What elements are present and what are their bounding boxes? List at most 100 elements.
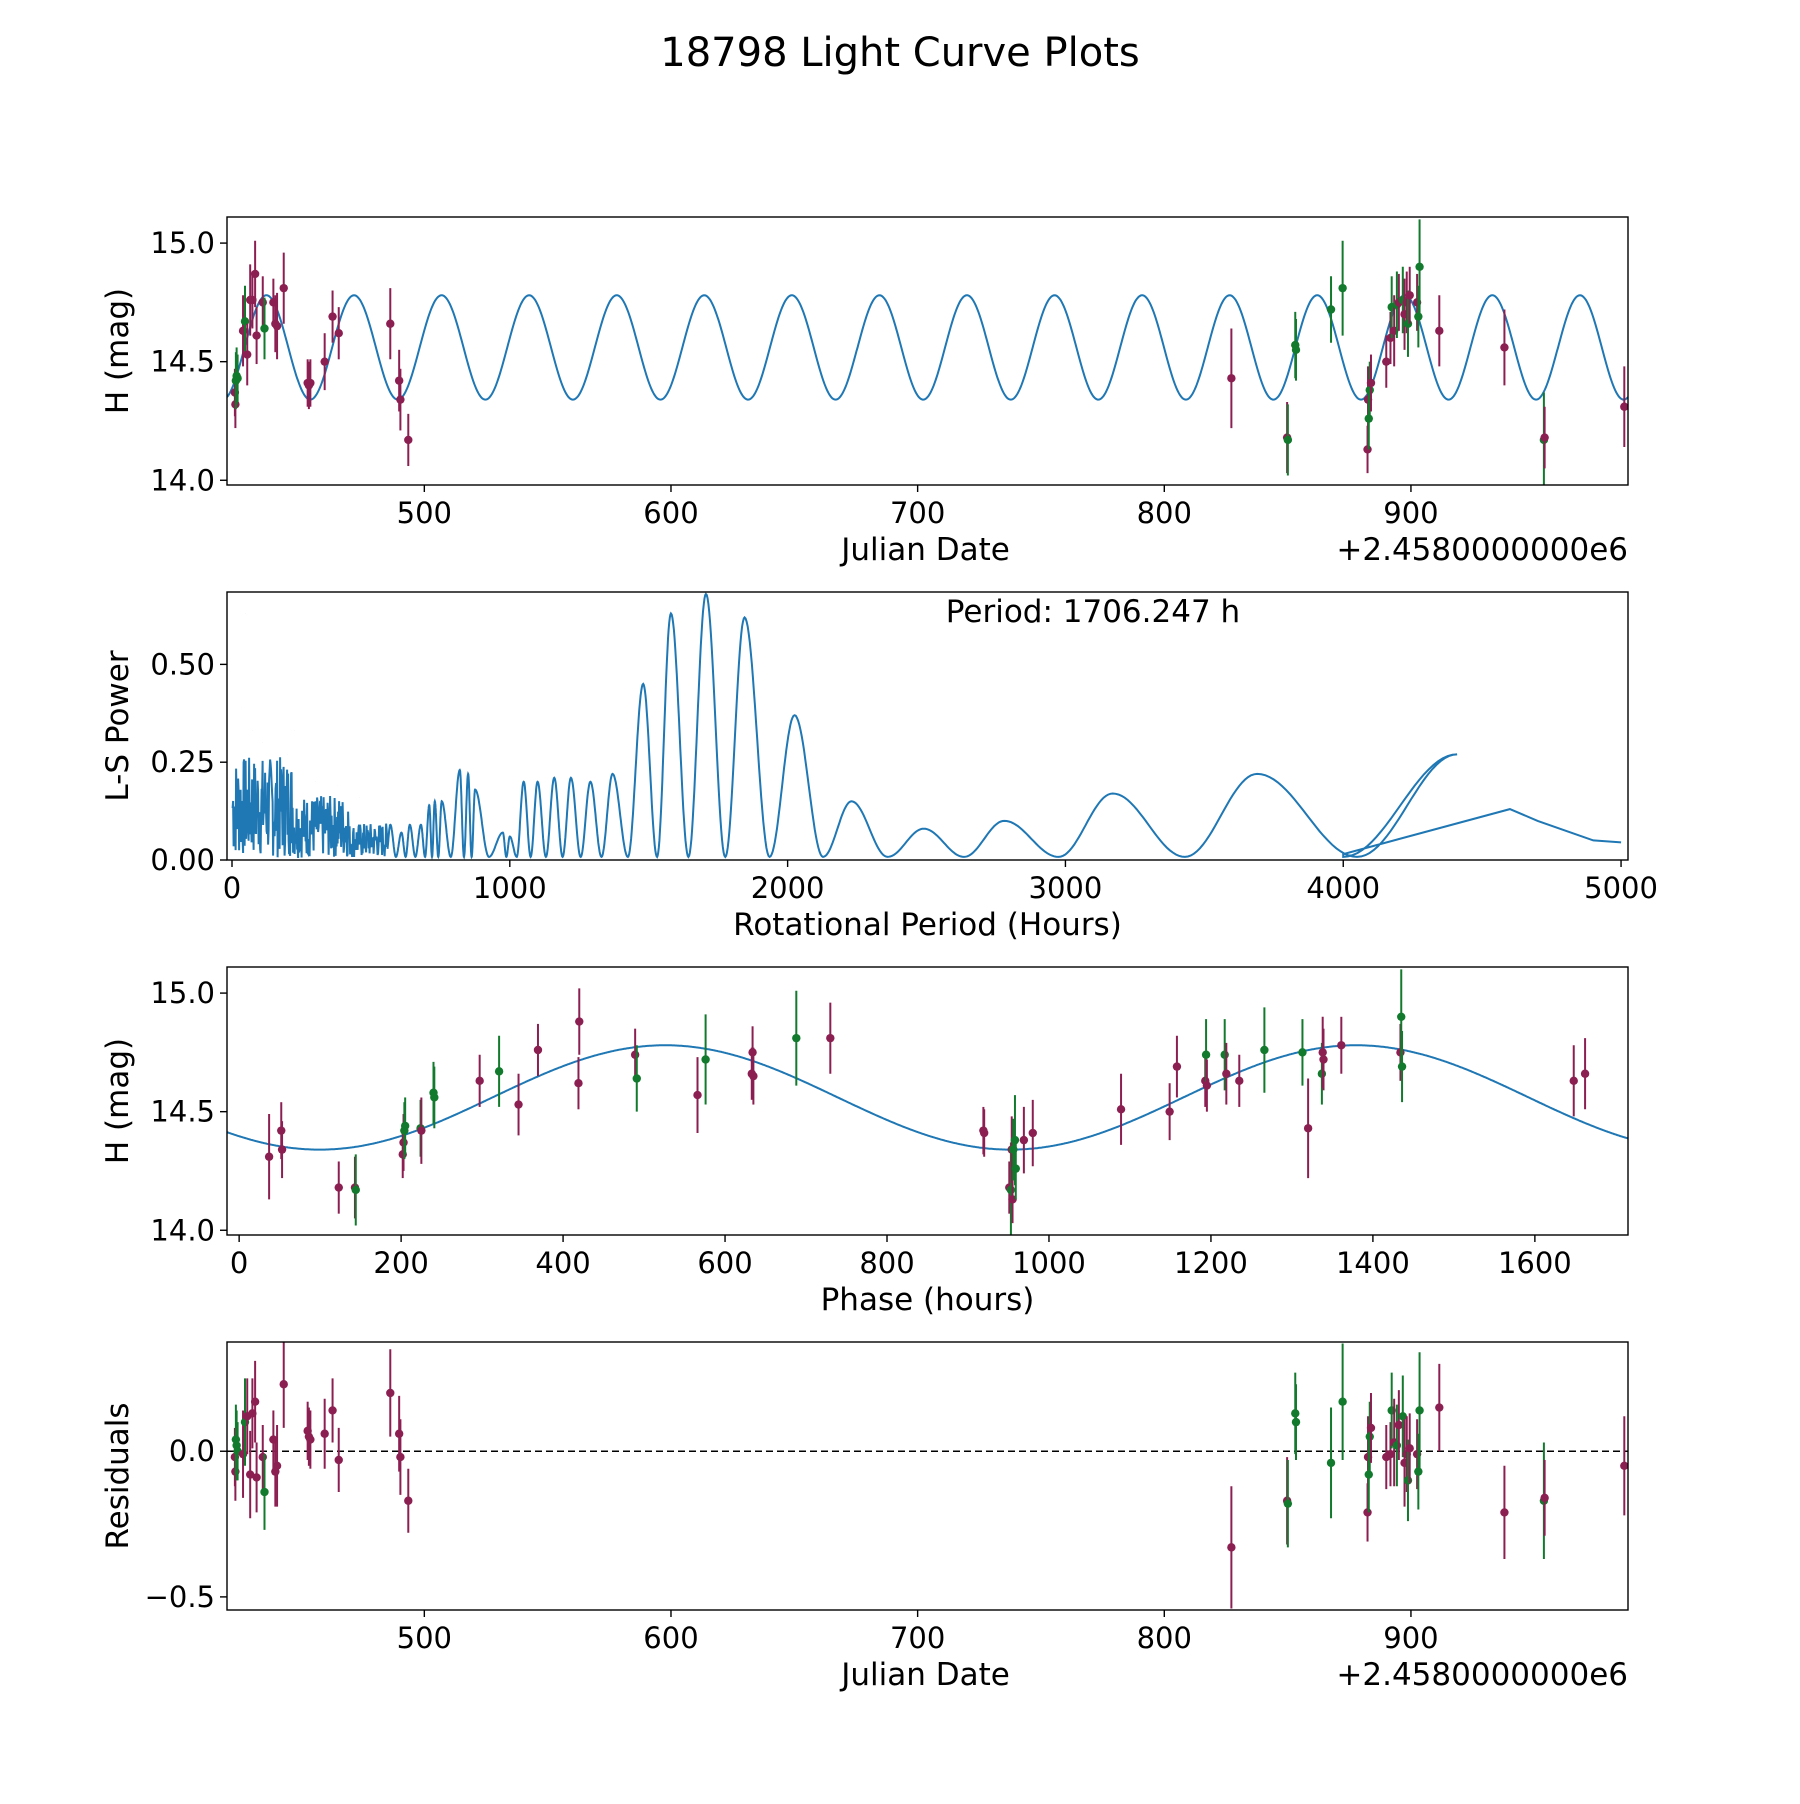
x-tick-label: 700 bbox=[890, 496, 945, 530]
data-point bbox=[278, 1145, 286, 1153]
data-point bbox=[320, 1430, 328, 1438]
x-tick-label: 200 bbox=[373, 1246, 428, 1280]
x-tick-label: 0 bbox=[230, 1246, 248, 1280]
data-point bbox=[1406, 291, 1414, 299]
data-point bbox=[693, 1091, 701, 1099]
y-tick-label: 0.0 bbox=[169, 1434, 215, 1468]
x-tick-label: 1000 bbox=[1012, 1246, 1086, 1280]
x-tick-label: 800 bbox=[1137, 496, 1192, 530]
data-point bbox=[1435, 327, 1443, 335]
data-point bbox=[259, 1453, 267, 1461]
data-point bbox=[396, 1453, 404, 1461]
data-point bbox=[1235, 1077, 1243, 1085]
data-point bbox=[1367, 1424, 1375, 1432]
x-offset-label: +2.4580000000e6 bbox=[1336, 1657, 1628, 1693]
y-axis-label: H (mag) bbox=[100, 1038, 136, 1164]
data-point bbox=[1415, 263, 1423, 271]
data-point bbox=[335, 1183, 343, 1191]
x-tick-label: 1400 bbox=[1336, 1246, 1410, 1280]
data-point bbox=[1012, 1164, 1020, 1172]
data-point bbox=[1414, 312, 1422, 320]
data-point bbox=[633, 1074, 641, 1082]
data-point bbox=[352, 1186, 360, 1194]
data-point bbox=[1581, 1070, 1589, 1078]
data-point bbox=[1540, 1494, 1548, 1502]
y-axis-label: H (mag) bbox=[100, 288, 136, 414]
data-point bbox=[1284, 1499, 1292, 1507]
data-point bbox=[1221, 1051, 1229, 1059]
period-annotation: Period: 1706.247 h bbox=[946, 594, 1240, 630]
x-tick-label: 600 bbox=[643, 1621, 698, 1655]
light-curve-frame bbox=[227, 217, 1628, 485]
data-point bbox=[1227, 1543, 1235, 1551]
x-tick-label: 400 bbox=[535, 1246, 590, 1280]
data-point bbox=[1406, 1444, 1414, 1452]
data-point bbox=[417, 1126, 425, 1134]
x-tick-label: 5000 bbox=[1584, 871, 1658, 905]
y-axis-label: Residuals bbox=[100, 1402, 136, 1549]
data-point bbox=[252, 1473, 260, 1481]
data-point bbox=[1363, 1508, 1371, 1516]
data-point bbox=[404, 436, 412, 444]
data-point bbox=[574, 1079, 582, 1087]
data-point bbox=[251, 270, 259, 278]
data-point bbox=[1338, 284, 1346, 292]
x-tick-label: 1600 bbox=[1498, 1246, 1572, 1280]
x-offset-label: +2.4580000000e6 bbox=[1336, 532, 1628, 568]
x-tick-label: 900 bbox=[1383, 1621, 1438, 1655]
x-axis-label: Rotational Period (Hours) bbox=[733, 907, 1122, 943]
data-point bbox=[396, 395, 404, 403]
y-tick-label: 14.5 bbox=[150, 1095, 215, 1129]
data-point bbox=[273, 1462, 281, 1470]
data-point bbox=[575, 1017, 583, 1025]
data-point bbox=[280, 284, 288, 292]
data-point bbox=[1395, 1421, 1403, 1429]
x-tick-label: 800 bbox=[1137, 1621, 1192, 1655]
data-point bbox=[631, 1051, 639, 1059]
x-tick-label: 600 bbox=[643, 496, 698, 530]
data-point bbox=[1367, 379, 1375, 387]
data-point bbox=[1415, 1406, 1423, 1414]
data-point bbox=[273, 322, 281, 330]
data-point bbox=[1298, 1048, 1306, 1056]
x-tick-label: 3000 bbox=[1029, 871, 1103, 905]
data-point bbox=[1222, 1070, 1230, 1078]
data-point bbox=[386, 320, 394, 328]
data-point bbox=[395, 1430, 403, 1438]
data-point bbox=[1292, 1418, 1300, 1426]
figure-title: 18798 Light Curve Plots bbox=[660, 30, 1139, 76]
y-tick-label: 15.0 bbox=[150, 976, 215, 1010]
data-point bbox=[1327, 305, 1335, 313]
data-point bbox=[1404, 320, 1412, 328]
data-point bbox=[1540, 433, 1548, 441]
data-point bbox=[701, 1055, 709, 1063]
data-point bbox=[1327, 1459, 1335, 1467]
data-point bbox=[1292, 346, 1300, 354]
data-point bbox=[1435, 1403, 1443, 1411]
data-point bbox=[495, 1067, 503, 1075]
y-tick-label: −0.5 bbox=[145, 1580, 215, 1614]
x-tick-label: 800 bbox=[859, 1246, 914, 1280]
data-point bbox=[792, 1034, 800, 1042]
x-tick-label: 1000 bbox=[473, 871, 547, 905]
data-point bbox=[401, 1122, 409, 1130]
data-point bbox=[475, 1077, 483, 1085]
data-point bbox=[243, 350, 251, 358]
data-point bbox=[514, 1100, 522, 1108]
data-point bbox=[1398, 1062, 1406, 1070]
data-point bbox=[335, 329, 343, 337]
data-point bbox=[1382, 357, 1390, 365]
data-point bbox=[1620, 1462, 1628, 1470]
data-point bbox=[1020, 1136, 1028, 1144]
data-point bbox=[1117, 1105, 1125, 1113]
data-point bbox=[233, 374, 241, 382]
x-tick-label: 500 bbox=[397, 1621, 452, 1655]
x-axis-label: Julian Date bbox=[839, 532, 1010, 568]
x-tick-label: 2000 bbox=[751, 871, 825, 905]
light-curve-plot-area bbox=[227, 219, 1629, 487]
data-point bbox=[1404, 1476, 1412, 1484]
data-point bbox=[826, 1034, 834, 1042]
